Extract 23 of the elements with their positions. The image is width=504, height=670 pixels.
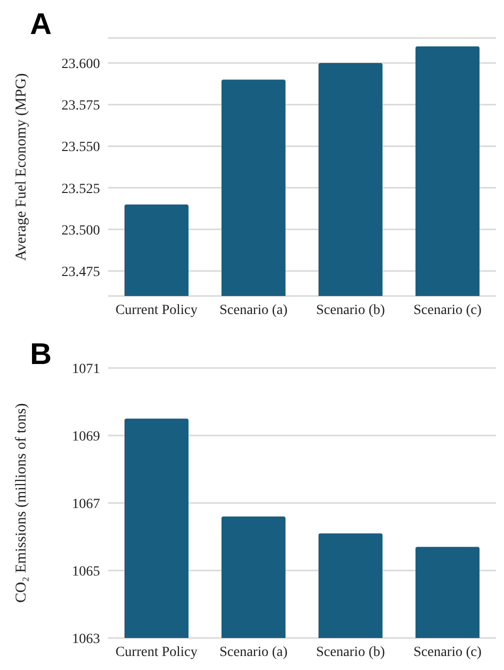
y-tick-label: 1069	[72, 429, 100, 444]
x-tick-label: Current Policy	[115, 644, 198, 660]
y-tick-label: 23.600	[62, 56, 100, 72]
x-tick-label: Scenario (a)	[219, 644, 288, 660]
x-tick-label: Current Policy	[115, 302, 198, 318]
y-tick-label: 1071	[72, 362, 100, 377]
x-tick-label: Scenario (b)	[316, 302, 386, 318]
chart-title: A	[30, 8, 52, 41]
y-tick-label: 23.575	[62, 98, 100, 114]
y-tick-label: 23.550	[62, 140, 100, 156]
chart-title: B	[30, 338, 52, 371]
y-tick-label: 23.500	[62, 223, 100, 238]
x-tick-label: Scenario (c)	[413, 644, 482, 660]
y-axis-title: Average Fuel Economy (MPG)	[13, 73, 30, 261]
y-tick-label: 1067	[72, 496, 100, 512]
x-tick-label: Scenario (a)	[219, 302, 288, 318]
x-tick-label: Scenario (c)	[413, 302, 482, 318]
y-tick-label: 1065	[72, 564, 100, 580]
x-tick-label: Scenario (b)	[316, 644, 386, 660]
y-axis-title: CO₂ Emissions (millions of tons)	[13, 403, 30, 603]
y-tick-label: 1063	[72, 632, 100, 647]
y-tick-label: 23.525	[62, 182, 100, 197]
y-tick-label: 23.475	[62, 265, 100, 280]
